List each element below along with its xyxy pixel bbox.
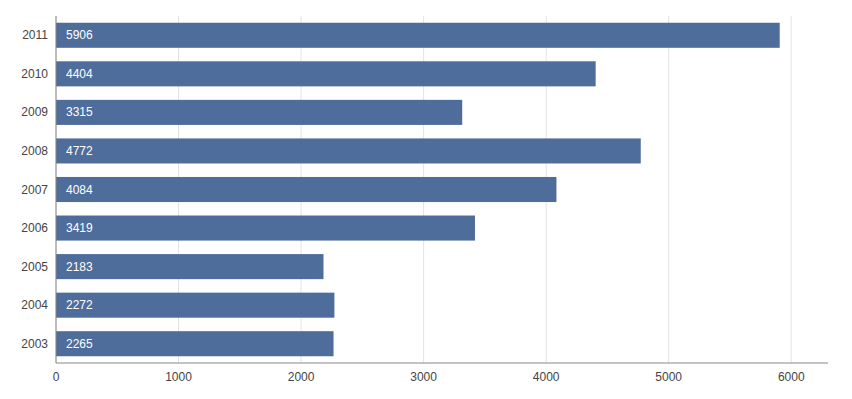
bars: [56, 23, 780, 357]
grid-line: [56, 16, 57, 363]
bar: [56, 331, 334, 356]
grid-line: [668, 16, 669, 363]
grid: [56, 16, 791, 363]
data-label: 2272: [66, 298, 93, 312]
bar: [56, 138, 641, 163]
y-tick-label: 2008: [21, 144, 48, 158]
chart-container: 5906 4404 3315 4772 4084 3419 2183 2272 2265 0 100…: [0, 0, 852, 399]
y-tick-label: 2006: [21, 221, 48, 235]
y-tick-label: 2007: [21, 183, 48, 197]
bar: [56, 177, 556, 202]
bar: [56, 61, 596, 86]
y-tick-label: 2004: [21, 298, 48, 312]
data-label: 4084: [66, 183, 93, 197]
x-tick-label: 4000: [533, 370, 560, 384]
data-label: 3419: [66, 221, 93, 235]
y-tick-label: 2003: [21, 337, 48, 351]
data-label: 5906: [66, 28, 93, 42]
y-tick-label: 2010: [21, 67, 48, 81]
bar: [56, 216, 475, 241]
x-axis-line: [56, 363, 828, 364]
bar: [56, 23, 780, 48]
x-tick-label: 0: [53, 370, 60, 384]
data-label: 4404: [66, 67, 93, 81]
bar: [56, 100, 462, 125]
x-tick-label: 1000: [165, 370, 192, 384]
data-label: 4772: [66, 144, 93, 158]
y-tick-label: 2011: [22, 28, 48, 42]
y-axis-line: [56, 16, 57, 363]
data-label: 2183: [66, 260, 93, 274]
bar: [56, 254, 324, 279]
y-tick-label: 2005: [21, 260, 48, 274]
data-label: 2265: [66, 337, 93, 351]
x-tick-label: 5000: [655, 370, 682, 384]
chart-svg: 5906 4404 3315 4772 4084 3419 2183 2272 2265 0 100…: [0, 0, 852, 399]
data-label: 3315: [66, 105, 93, 119]
x-tick-label: 6000: [778, 370, 805, 384]
grid-line: [791, 16, 792, 363]
bar: [56, 293, 334, 318]
axes: 0 1000 2000 3000 4000 5000 6000 2011 2010 2009 200…: [21, 16, 828, 384]
y-tick-label: 2009: [21, 105, 48, 119]
x-tick-label: 2000: [288, 370, 315, 384]
data-labels: 5906 4404 3315 4772 4084 3419 2183 2272 2265: [66, 28, 93, 350]
x-tick-label: 3000: [410, 370, 437, 384]
